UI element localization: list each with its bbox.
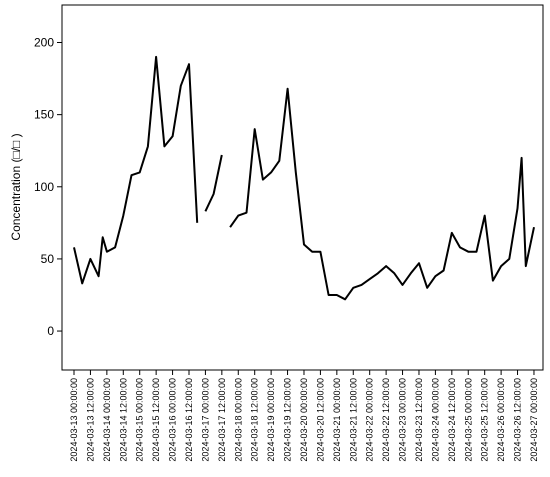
x-tick-label: 2024-03-21 12:00:00 (348, 378, 358, 462)
x-tick-label: 2024-03-25 12:00:00 (480, 378, 490, 462)
x-tick-label: 2024-03-17 00:00:00 (200, 378, 210, 462)
x-tick-label: 2024-03-22 12:00:00 (381, 378, 391, 462)
y-tick-label: 200 (34, 36, 54, 50)
x-tick-label: 2024-03-20 12:00:00 (315, 378, 325, 462)
x-tick-label: 2024-03-13 12:00:00 (85, 378, 95, 462)
x-tick-label: 2024-03-26 00:00:00 (496, 378, 506, 462)
x-tick-label: 2024-03-26 12:00:00 (513, 378, 523, 462)
x-tick-label: 2024-03-18 12:00:00 (250, 378, 260, 462)
x-tick-label: 2024-03-21 00:00:00 (332, 378, 342, 462)
x-tick-label: 2024-03-14 12:00:00 (118, 378, 128, 462)
x-tick-label: 2024-03-15 00:00:00 (135, 378, 145, 462)
x-tick-label: 2024-03-18 00:00:00 (233, 378, 243, 462)
x-tick-label: 2024-03-15 12:00:00 (151, 378, 161, 462)
x-tick-label: 2024-03-24 12:00:00 (447, 378, 457, 462)
x-tick-label: 2024-03-23 00:00:00 (398, 378, 408, 462)
x-tick-label: 2024-03-24 00:00:00 (430, 378, 440, 462)
y-tick-label: 50 (41, 252, 55, 266)
data-line (73, 55, 535, 301)
x-tick-label: 2024-03-16 12:00:00 (184, 378, 194, 462)
x-tick-label: 2024-03-19 00:00:00 (266, 378, 276, 462)
plot-frame (61, 4, 544, 371)
x-tick-label: 2024-03-19 12:00:00 (283, 378, 293, 462)
y-axis-label: Concentration (□/□ ) (9, 133, 23, 240)
y-tick-label: 100 (34, 180, 54, 194)
x-tick-label: 2024-03-23 12:00:00 (414, 378, 424, 462)
y-tick-label: 150 (34, 108, 54, 122)
x-tick-label: 2024-03-25 00:00:00 (463, 378, 473, 462)
x-tick-label: 2024-03-20 00:00:00 (299, 378, 309, 462)
x-tick-label: 2024-03-22 00:00:00 (365, 378, 375, 462)
x-tick-label: 2024-03-27 00:00:00 (529, 378, 539, 462)
x-tick-label: 2024-03-17 12:00:00 (217, 378, 227, 462)
x-tick-label: 2024-03-13 00:00:00 (69, 378, 79, 462)
y-tick-label: 0 (47, 324, 54, 338)
x-tick-label: 2024-03-14 00:00:00 (102, 378, 112, 462)
x-tick-label: 2024-03-16 00:00:00 (168, 378, 178, 462)
